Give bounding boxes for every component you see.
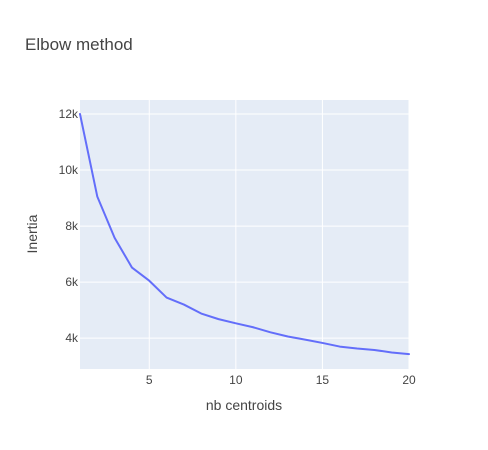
series-line-0 xyxy=(79,113,410,356)
y-tick-label: 6k xyxy=(65,275,79,289)
y-axis-title: Inertia xyxy=(24,214,40,253)
x-tick-label: 10 xyxy=(229,373,243,387)
x-axis-ticks: 5 10 15 20 xyxy=(146,373,416,387)
y-tick-label: 8k xyxy=(65,219,79,233)
y-axis-ticks: 4k 6k 8k 10k 12k xyxy=(59,107,79,345)
y-tick-label: 4k xyxy=(65,331,79,345)
chart-title: Elbow method xyxy=(25,35,133,54)
x-tick-label: 5 xyxy=(146,373,153,387)
plot-area xyxy=(80,100,409,369)
x-tick-label: 15 xyxy=(316,373,330,387)
y-tick-label: 10k xyxy=(59,163,79,177)
x-axis-title: nb centroids xyxy=(206,397,282,413)
series-group xyxy=(79,113,410,356)
y-gridlines xyxy=(80,113,409,339)
y-tick-label: 12k xyxy=(59,107,79,121)
x-gridlines xyxy=(148,100,410,369)
x-tick-label: 20 xyxy=(402,373,416,387)
